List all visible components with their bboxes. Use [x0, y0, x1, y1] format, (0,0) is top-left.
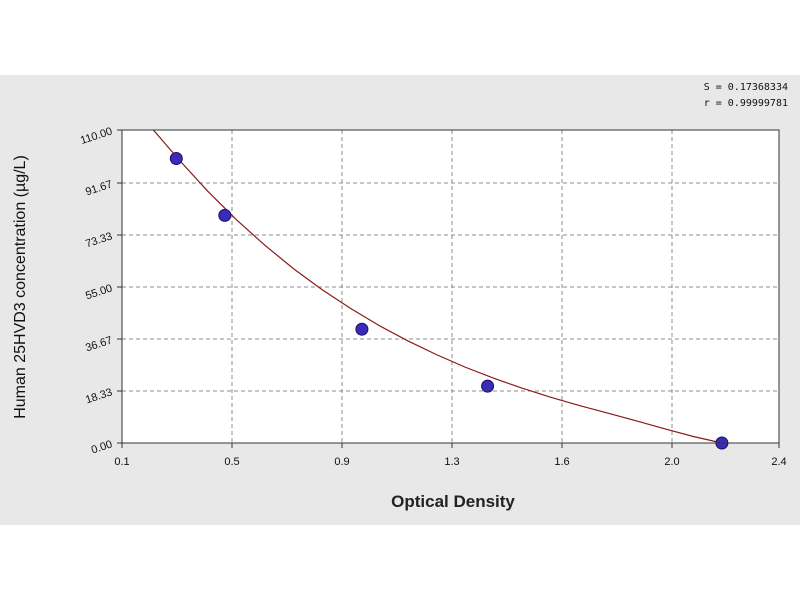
y-axis-label: Human 25HVD3 concentration (µg/L)	[12, 155, 29, 419]
y-tick-label: 0.00	[90, 438, 114, 456]
y-tick-label: 55.00	[84, 282, 114, 302]
fit-curve	[152, 129, 723, 444]
x-axis-label: Optical Density	[391, 492, 515, 511]
x-tick-label: 0.5	[224, 456, 239, 468]
data-point	[169, 152, 183, 165]
data-point	[481, 379, 495, 393]
stat-r: r = 0.99999781	[703, 98, 788, 109]
y-tick-labels: 0.00 18.33 36.67 55.00 73.33 91.67 110.00	[79, 125, 114, 456]
x-tick-label: 2.4	[771, 456, 786, 468]
axes	[117, 129, 780, 448]
x-tick-labels: 0.1 0.5 0.9 1.3 1.6 2.0 2.4	[114, 456, 786, 468]
y-tick-label: 36.67	[84, 334, 114, 354]
data-point	[218, 208, 232, 222]
y-tick-label: 110.00	[79, 125, 114, 147]
x-tick-label: 0.9	[334, 456, 349, 468]
stat-s: S = 0.17368334	[703, 82, 788, 93]
fit-statistics: S = 0.17368334 r = 0.99999781	[704, 80, 788, 112]
data-points	[169, 152, 729, 450]
y-tick-label: 91.67	[84, 178, 114, 198]
x-tick-label: 1.3	[444, 456, 459, 468]
y-tick-label: 18.33	[84, 386, 114, 406]
x-tick-label: 0.1	[114, 456, 129, 468]
x-tick-label: 1.6	[554, 456, 569, 468]
y-tick-label: 73.33	[84, 230, 114, 250]
grid-lines	[122, 130, 779, 443]
data-point	[355, 322, 369, 336]
x-tick-label: 2.0	[664, 456, 679, 468]
